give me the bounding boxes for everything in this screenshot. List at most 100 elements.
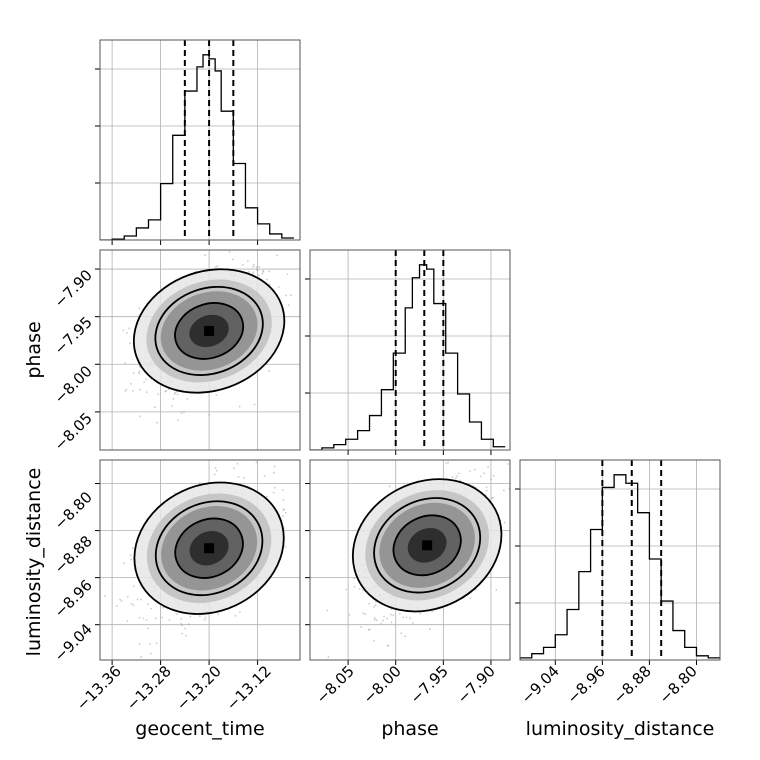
sample-point: [262, 269, 265, 272]
sample-point: [234, 614, 237, 617]
sample-point: [122, 329, 125, 332]
sample-point: [469, 597, 472, 599]
sample-point: [253, 263, 255, 266]
sample-point: [495, 589, 498, 591]
sample-point: [362, 612, 365, 615]
sample-point: [143, 381, 146, 384]
sample-point: [125, 388, 128, 391]
sample-point: [215, 469, 218, 472]
sample-point: [326, 609, 329, 612]
sample-point: [176, 393, 179, 396]
sample-point: [358, 587, 361, 590]
sample-point: [374, 604, 377, 607]
sample-point: [128, 327, 131, 330]
sample-point: [242, 263, 244, 266]
sample-point: [456, 475, 459, 477]
sample-point: [455, 477, 457, 480]
contour-line-3: [392, 514, 462, 577]
sample-point: [217, 613, 220, 616]
sample-point: [272, 471, 275, 474]
sample-point: [483, 472, 486, 475]
sample-point: [266, 495, 268, 498]
sample-point: [215, 394, 218, 397]
histogram-step-line: [310, 264, 506, 450]
sample-point: [485, 489, 488, 492]
x-axis-title-phase: phase: [381, 718, 438, 740]
sample-point: [256, 268, 259, 271]
sample-point: [125, 332, 128, 334]
sample-point: [150, 607, 153, 610]
sample-point: [214, 266, 217, 269]
panel-geocent_time: [95, 39, 301, 245]
sample-point: [203, 618, 206, 621]
sample-point: [284, 545, 287, 548]
density-peak-marker: [204, 543, 215, 554]
sample-point: [419, 612, 421, 615]
sample-point: [262, 270, 265, 273]
sample-point: [243, 476, 245, 479]
sample-point: [132, 389, 134, 392]
sample-point: [389, 613, 392, 616]
sample-point: [272, 491, 275, 494]
sample-point: [139, 388, 142, 391]
sample-point: [231, 258, 234, 261]
sample-point: [383, 615, 385, 618]
sample-point: [130, 382, 133, 385]
sample-point: [132, 547, 134, 550]
y-axis-title-luminosity-distance: luminosity_distance: [23, 468, 45, 657]
x-axis-title-geocent-time: geocent_time: [135, 718, 264, 740]
sample-point: [380, 622, 383, 625]
sample-point: [176, 419, 179, 422]
sample-point: [142, 617, 145, 620]
sample-point: [282, 499, 285, 502]
sample-point: [382, 619, 384, 622]
sample-point: [181, 624, 183, 627]
sample-point: [256, 269, 258, 271]
contour-line-2: [373, 497, 482, 594]
panel-frame: [99, 39, 301, 241]
sample-point: [368, 628, 371, 631]
panel-phase: [305, 249, 511, 455]
sample-point: [145, 619, 148, 622]
panel-frame: [309, 249, 511, 451]
sample-point: [388, 485, 391, 488]
sample-point: [360, 626, 362, 629]
sample-point: [503, 521, 506, 524]
sample-point: [268, 370, 271, 373]
panel-frame: [99, 249, 301, 451]
panel-frame: [309, 459, 511, 661]
sample-point: [429, 628, 431, 630]
sample-point: [236, 462, 239, 465]
sample-point: [150, 652, 152, 655]
sample-point: [257, 274, 260, 277]
sample-point: [186, 397, 189, 400]
sample-point: [185, 634, 187, 637]
sample-point: [132, 585, 135, 588]
sample-point: [132, 604, 135, 607]
sample-point: [392, 614, 395, 617]
sample-point: [451, 476, 454, 479]
sample-point: [161, 606, 164, 609]
panel-phase-vs-luminosity_distance: [305, 459, 511, 665]
sample-point: [277, 286, 280, 288]
sample-point: [216, 265, 219, 268]
density-peak-marker: [204, 325, 215, 336]
sample-point: [261, 272, 264, 275]
sample-point: [124, 390, 127, 392]
sample-point: [367, 628, 370, 631]
contour-line-3: [174, 517, 244, 579]
sample-point: [132, 372, 135, 375]
sample-point: [140, 598, 142, 601]
sample-point: [353, 586, 356, 588]
sample-point: [174, 391, 177, 394]
sample-point: [361, 589, 364, 592]
sample-point: [157, 393, 160, 396]
sample-point: [239, 611, 241, 614]
sample-point: [138, 370, 141, 373]
sample-point: [175, 613, 178, 616]
contour-line-2: [154, 500, 264, 597]
sample-point: [155, 642, 158, 645]
panel-frame: [99, 459, 301, 661]
